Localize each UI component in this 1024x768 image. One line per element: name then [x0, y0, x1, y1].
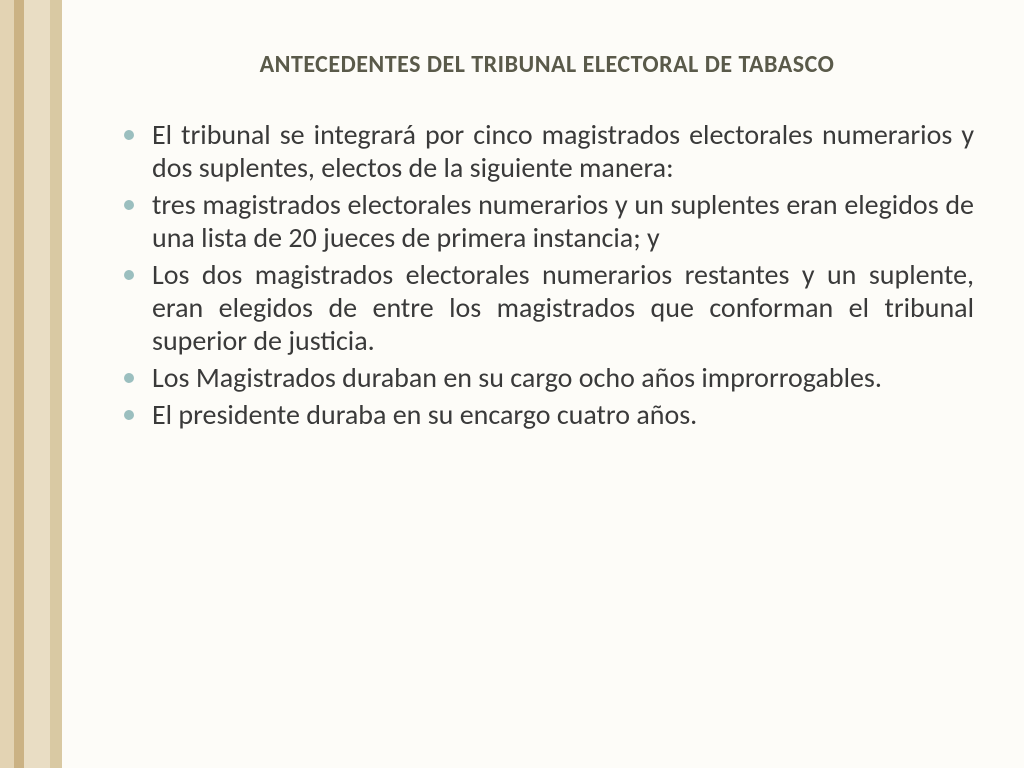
- list-item: El presidente duraba en su encargo cuatr…: [120, 398, 974, 431]
- slide-content: ANTECEDENTES DEL TRIBUNAL ELECTORAL DE T…: [0, 0, 1024, 768]
- slide-title: ANTECEDENTES DEL TRIBUNAL ELECTORAL DE T…: [120, 50, 974, 80]
- bullet-list: El tribunal se integrará por cinco magis…: [120, 118, 974, 431]
- list-item: El tribunal se integrará por cinco magis…: [120, 118, 974, 184]
- list-item: Los Magistrados duraban en su cargo ocho…: [120, 361, 974, 394]
- list-item: Los dos magistrados electorales numerari…: [120, 258, 974, 357]
- list-item: tres magistrados electorales numerarios …: [120, 188, 974, 254]
